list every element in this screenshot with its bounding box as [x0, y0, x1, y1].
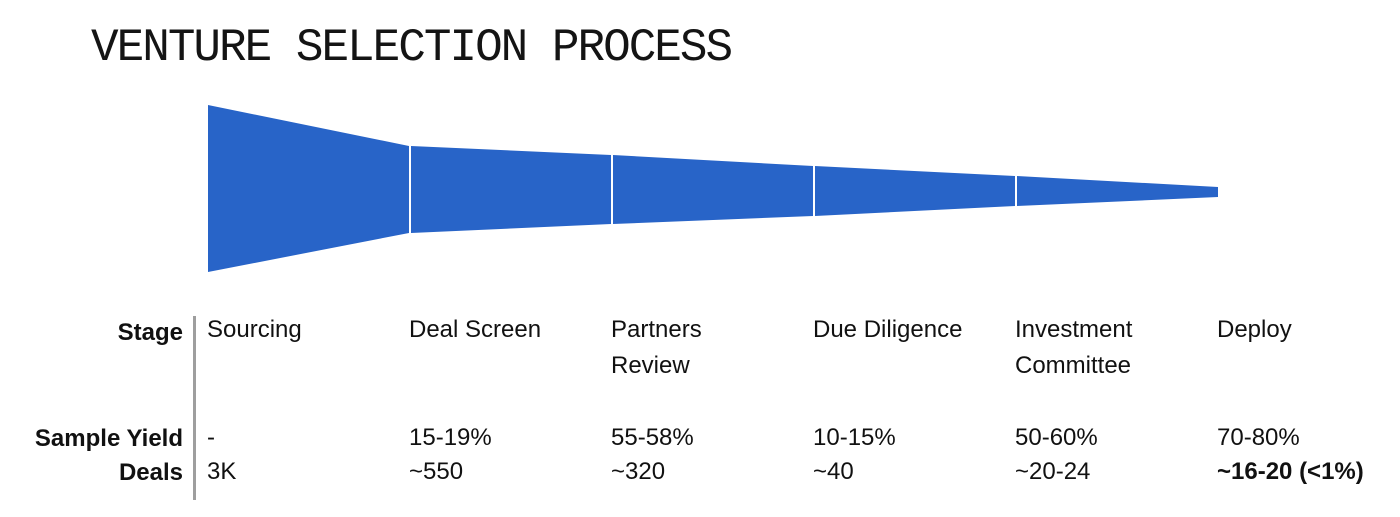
stage-yield: 10-15% — [813, 424, 896, 451]
stage-yield: 50-60% — [1015, 424, 1098, 451]
stage-deals: ~40 — [813, 458, 854, 485]
funnel-segment-deal-screen — [411, 146, 611, 233]
table-divider-line — [193, 316, 196, 500]
stage-yield: - — [207, 424, 215, 451]
stage-deals: ~20-24 — [1015, 458, 1091, 485]
stage-name: Sourcing — [207, 316, 302, 343]
stage-name: Deploy — [1217, 316, 1292, 343]
stage-name: Deal Screen — [409, 316, 542, 343]
stage-deals: ~320 — [611, 458, 666, 485]
row-label-deals: Deals — [118, 459, 183, 486]
stage-yield: 55-58% — [611, 424, 694, 451]
stage-yield: 70-80% — [1217, 424, 1300, 451]
stage-deals: ~16-20 (<1%) — [1217, 458, 1364, 485]
funnel-segment-due-diligence — [815, 166, 1015, 216]
page-title: VENTURE SELECTION PROCESS — [91, 22, 733, 74]
stage-name: Due Diligence — [813, 316, 963, 343]
stage-deals: 3K — [207, 458, 237, 485]
funnel-segment-ic-deploy — [1017, 176, 1218, 206]
funnel-segment-partners-review — [613, 155, 813, 224]
stage-yield: 15-19% — [409, 424, 492, 451]
funnel-segment-sourcing — [208, 105, 409, 272]
row-label-sample-yield: Sample Yield — [34, 425, 183, 452]
stage-name: Investment Committee — [1015, 316, 1133, 379]
stage-deals: ~550 — [409, 458, 464, 485]
row-label-stage: Stage — [117, 319, 183, 346]
stage-name: Partners Review — [611, 316, 702, 379]
